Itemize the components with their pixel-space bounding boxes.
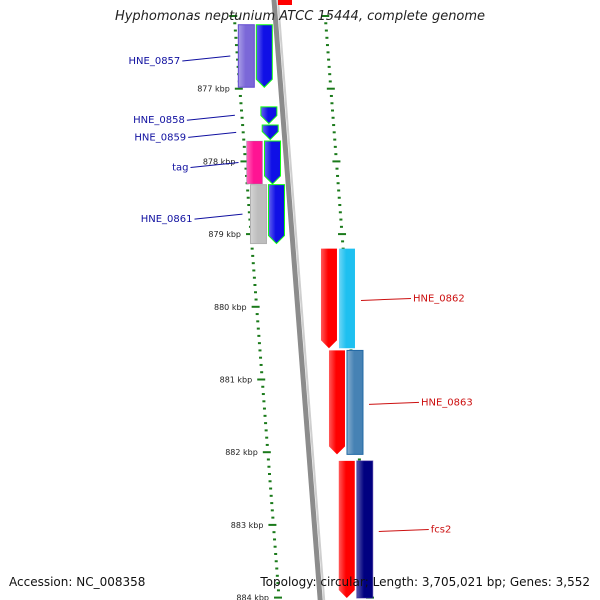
forward-gene-lane1[interactable]: [249, 184, 267, 245]
reverse-gene-hne_0862[interactable]: [320, 248, 337, 349]
kbp-tick-label: 880 kbp: [214, 303, 247, 312]
forward-gene-hne_0857[interactable]: [255, 24, 273, 88]
accession-label: Accession: NC_008358: [9, 575, 146, 589]
forward-gene-label[interactable]: HNE_0859: [134, 132, 186, 143]
reverse-gene-lane2[interactable]: [346, 349, 364, 455]
reverse-gene-lane2[interactable]: [338, 248, 355, 349]
kbp-tick-label: 878 kbp: [203, 157, 236, 166]
reverse-gene-leader: [368, 401, 420, 405]
reverse-gene-leader: [360, 297, 411, 301]
forward-gene-leader: [188, 131, 237, 138]
forward-gene-hne_0859[interactable]: [261, 124, 279, 141]
backbone-shadow: [276, 0, 326, 600]
kbp-tick-label: 879 kbp: [208, 230, 241, 239]
forward-gene-label[interactable]: HNE_0861: [141, 214, 193, 225]
reverse-gene-fcs2[interactable]: [338, 460, 355, 598]
topology-label: Topology: circular; Length: 3,705,021 bp…: [260, 575, 590, 589]
map-title: Hyphomonas neptunium ATCC 15444, complet…: [114, 9, 486, 24]
reverse-gene-hne_0863[interactable]: [328, 350, 345, 455]
backbone-line: [271, 0, 323, 600]
forward-gene-label[interactable]: tag: [172, 162, 188, 173]
reverse-gene-label[interactable]: HNE_0863: [421, 397, 473, 408]
forward-gene-label[interactable]: HNE_0857: [129, 56, 181, 67]
kbp-tick-label: 884 kbp: [236, 594, 269, 600]
forward-gene-leader: [194, 213, 243, 220]
forward-gene-label[interactable]: HNE_0858: [133, 115, 185, 126]
forward-gene-lane1[interactable]: [237, 24, 255, 88]
reverse-gene-leader: [378, 528, 429, 532]
reverse-gene-label[interactable]: HNE_0862: [413, 293, 465, 304]
forward-gene-lane1[interactable]: [246, 140, 264, 185]
forward-gene-hne_0861[interactable]: [267, 184, 285, 245]
forward-gene-leader: [190, 161, 239, 168]
forward-gene-hne_0858[interactable]: [260, 106, 278, 125]
forward-gene-tag[interactable]: [264, 140, 282, 185]
reverse-gene-label[interactable]: fcs2: [431, 524, 452, 535]
forward-gene-leader: [182, 55, 231, 62]
forward-gene-leader: [186, 114, 235, 121]
reverse-gene-lane2[interactable]: [356, 460, 374, 599]
kbp-tick-label: 882 kbp: [225, 448, 258, 457]
kbp-tick-label: 877 kbp: [197, 85, 230, 94]
gene-fragment-top: [278, 0, 292, 5]
kbp-tick-label: 883 kbp: [231, 521, 264, 530]
kbp-tick-label: 881 kbp: [220, 376, 253, 385]
